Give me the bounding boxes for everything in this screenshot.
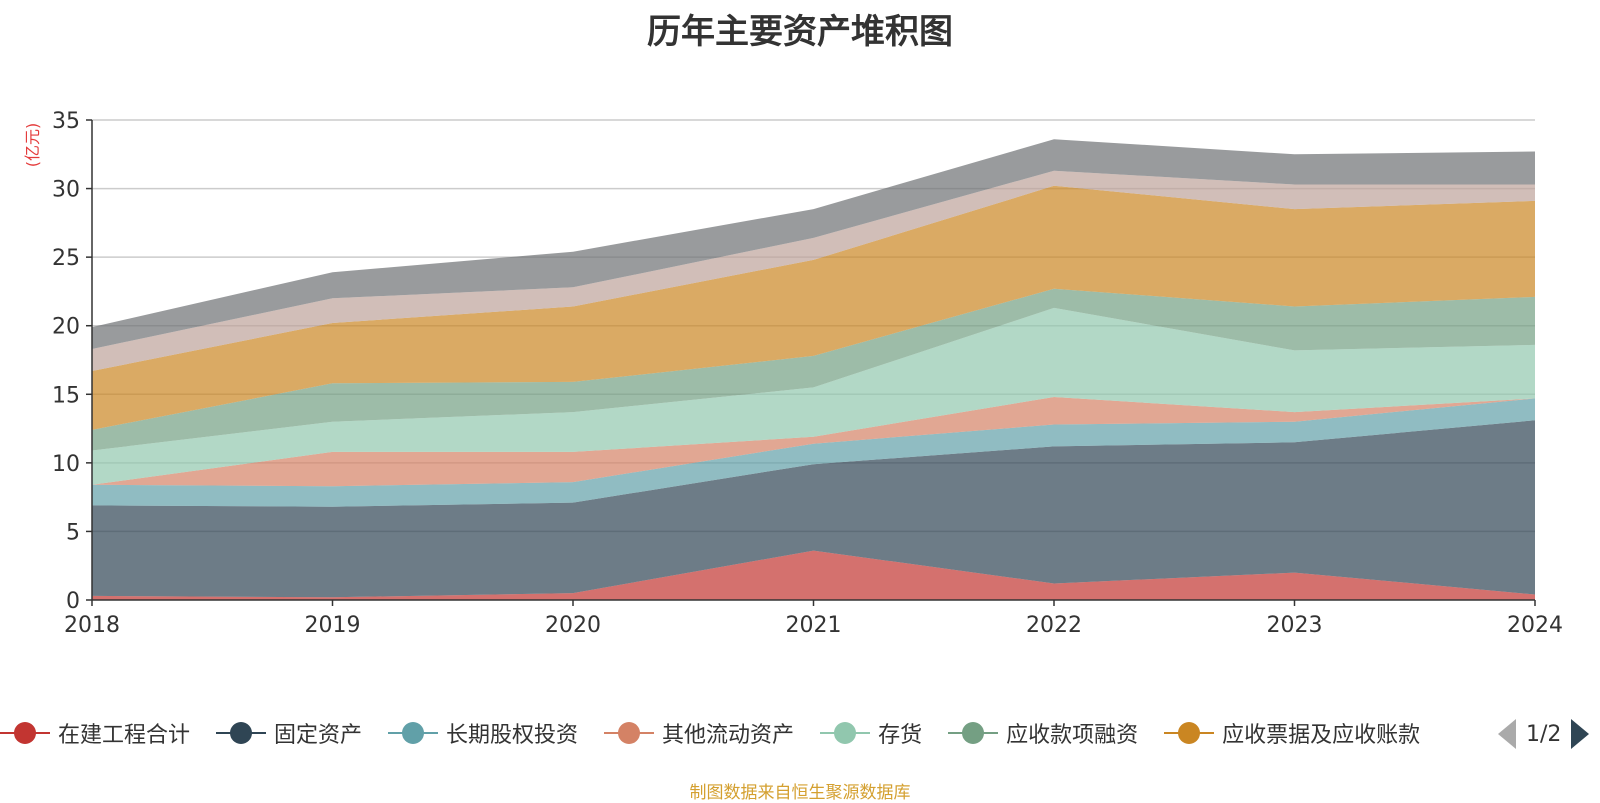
- legend-marker-icon: [216, 722, 267, 744]
- y-axis-label: (亿元): [23, 123, 42, 168]
- x-tick-label: 2020: [545, 613, 601, 638]
- legend-item[interactable]: 应收票据及应收账款: [1164, 717, 1420, 749]
- x-tick-label: 2019: [305, 613, 361, 638]
- y-tick-label: 20: [52, 315, 80, 340]
- pager-next-icon[interactable]: [1571, 719, 1590, 749]
- legend-label: 长期股权投资: [446, 723, 579, 748]
- legend-marker-icon: [604, 722, 655, 744]
- legend-item[interactable]: 在建工程合计: [0, 717, 190, 749]
- legend-label: 应收款项融资: [1006, 723, 1139, 748]
- legend-label: 其他流动资产: [662, 723, 795, 748]
- x-tick-label: 2022: [1026, 613, 1082, 638]
- area-5[interactable]: [92, 288, 1535, 451]
- x-tick-label: 2023: [1267, 613, 1323, 638]
- area-4[interactable]: [92, 307, 1535, 485]
- area-7[interactable]: [92, 170, 1535, 371]
- legend-item[interactable]: 固定资产: [216, 717, 362, 749]
- y-tick-label: 15: [52, 383, 80, 408]
- legend-label: 在建工程合计: [58, 723, 191, 748]
- pager-text: 1/2: [1526, 721, 1562, 747]
- pager-prev-icon[interactable]: [1498, 719, 1516, 749]
- x-tick-label: 2018: [64, 613, 120, 638]
- y-tick-label: 25: [52, 246, 80, 271]
- legend-item[interactable]: 长期股权投资: [388, 717, 578, 749]
- y-tick-label: 35: [52, 109, 80, 134]
- legend-marker-icon: [948, 722, 999, 744]
- legend-label: 存货: [878, 723, 923, 748]
- legend-marker-icon: [1164, 722, 1215, 744]
- area-series: [92, 139, 1535, 600]
- y-tick-label: 5: [66, 520, 80, 545]
- axes: 0 5 10 15 20 25 30 35 2018 2019 2020 2021 2022 2023 20…: [52, 109, 1563, 638]
- area-6[interactable]: [92, 185, 1535, 430]
- legend-item[interactable]: 存货: [820, 717, 922, 749]
- x-tick-label: 2024: [1507, 613, 1563, 638]
- legend-marker-icon: [0, 722, 50, 744]
- area-0[interactable]: [92, 550, 1535, 600]
- legend-item[interactable]: 应收款项融资: [948, 717, 1138, 749]
- area-2[interactable]: [92, 398, 1535, 507]
- source-note: 制图数据来自恒生聚源数据库: [689, 783, 911, 803]
- y-tick-label: 10: [52, 452, 80, 477]
- chart-title: 历年主要资产堆积图: [647, 12, 953, 52]
- legend-pager: 1/2: [1498, 717, 1590, 751]
- y-tick-label: 0: [66, 589, 80, 614]
- area-1[interactable]: [92, 420, 1535, 598]
- legend-label: 应收票据及应收账款: [1222, 723, 1421, 748]
- y-tick-label: 30: [52, 178, 80, 203]
- x-tick-label: 2021: [786, 613, 842, 638]
- legend-item[interactable]: 其他流动资产: [604, 717, 794, 749]
- legend-label: 固定资产: [274, 723, 363, 748]
- legend: 在建工程合计 固定资产 长期股权投资 其他流动资产 存货 应收款项融资 应收票据及应收账款: [0, 716, 1446, 750]
- area-8[interactable]: [92, 139, 1535, 349]
- area-3[interactable]: [92, 397, 1535, 487]
- legend-marker-icon: [820, 722, 871, 744]
- legend-marker-icon: [388, 722, 439, 744]
